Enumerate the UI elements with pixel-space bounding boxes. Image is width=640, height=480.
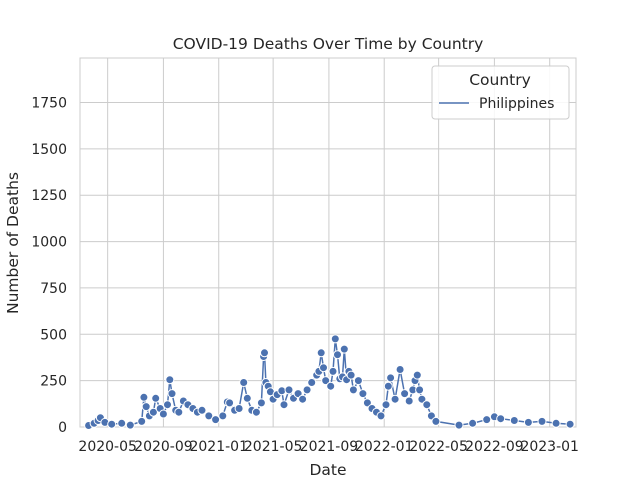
data-point xyxy=(348,385,358,395)
data-point xyxy=(251,407,261,417)
data-point xyxy=(158,409,168,419)
data-point xyxy=(218,411,228,421)
data-point xyxy=(302,385,312,395)
data-point xyxy=(139,392,149,402)
y-tick-label: 250 xyxy=(40,374,67,390)
data-point xyxy=(358,389,368,399)
legend-title: Country xyxy=(469,71,531,89)
data-point xyxy=(328,366,338,376)
data-point xyxy=(204,411,214,421)
data-point xyxy=(353,376,363,386)
data-point xyxy=(242,393,252,403)
data-point xyxy=(412,370,422,380)
data-point xyxy=(256,398,266,408)
y-tick-label: 1500 xyxy=(31,142,67,158)
data-point xyxy=(390,394,400,404)
data-point xyxy=(468,418,478,428)
data-point xyxy=(234,404,244,413)
data-point xyxy=(509,416,519,425)
x-axis-label: Date xyxy=(309,461,346,479)
data-point xyxy=(339,344,349,354)
data-point xyxy=(148,407,158,417)
data-point xyxy=(165,375,175,385)
data-point xyxy=(431,416,441,426)
data-point xyxy=(496,414,506,424)
x-tick-label: 2023-01 xyxy=(520,439,579,455)
data-point xyxy=(417,394,427,404)
data-point xyxy=(565,419,575,429)
x-tick-label: 2022-05 xyxy=(409,439,468,455)
y-axis-label: Number of Deaths xyxy=(4,172,22,314)
data-point xyxy=(319,363,328,373)
data-point xyxy=(307,378,317,387)
data-point xyxy=(316,348,326,358)
data-point xyxy=(225,398,235,408)
data-point xyxy=(381,400,391,410)
data-point xyxy=(326,381,336,391)
chart-title: COVID-19 Deaths Over Time by Country xyxy=(173,35,484,53)
data-point xyxy=(260,348,269,358)
y-tick-label: 1250 xyxy=(31,188,67,204)
y-axis-ticks: 0 250 500 750 1000 1250 1500 1750 xyxy=(31,96,67,436)
data-point xyxy=(163,400,172,410)
grid xyxy=(80,58,576,428)
data-point xyxy=(376,411,386,421)
y-tick-label: 1750 xyxy=(31,96,67,112)
y-tick-label: 1000 xyxy=(31,235,67,251)
data-point xyxy=(523,417,533,427)
x-tick-label: 2021-01 xyxy=(189,439,248,455)
y-tick-label: 500 xyxy=(40,327,67,343)
x-axis-ticks: 2020-052020-092021-012021-052021-092022-… xyxy=(78,439,579,455)
x-tick-label: 2020-09 xyxy=(134,439,193,455)
data-point xyxy=(395,365,405,374)
data-point xyxy=(330,334,340,344)
data-point xyxy=(174,407,184,417)
data-point xyxy=(141,402,151,412)
data-point xyxy=(107,419,117,429)
data-point xyxy=(211,415,221,425)
data-point xyxy=(422,400,432,410)
legend-box xyxy=(431,65,570,120)
data-point xyxy=(415,385,425,395)
series-group xyxy=(84,334,575,430)
y-tick-label: 750 xyxy=(40,281,67,297)
data-point xyxy=(117,418,127,428)
legend-label-philippines: Philippines xyxy=(479,96,554,112)
data-point xyxy=(239,378,249,387)
data-point xyxy=(125,420,135,430)
data-point xyxy=(537,416,547,426)
x-tick-label: 2021-05 xyxy=(244,439,303,455)
data-point xyxy=(151,393,161,403)
data-point xyxy=(197,405,207,415)
data-point xyxy=(284,385,294,395)
data-point xyxy=(404,396,414,406)
data-point xyxy=(386,373,396,383)
data-point xyxy=(482,415,492,425)
data-point xyxy=(400,389,410,399)
data-point xyxy=(298,394,308,404)
data-point xyxy=(346,370,356,380)
legend: Country Philippines xyxy=(431,65,570,120)
data-point xyxy=(333,350,342,360)
data-point xyxy=(167,389,177,399)
data-point xyxy=(551,418,561,428)
data-point xyxy=(321,376,331,386)
data-point xyxy=(279,400,289,410)
x-tick-label: 2022-01 xyxy=(355,439,414,455)
y-tick-label: 0 xyxy=(58,420,67,436)
x-tick-label: 2020-05 xyxy=(78,439,137,455)
data-point xyxy=(137,416,147,426)
x-tick-label: 2021-09 xyxy=(300,439,359,455)
x-tick-label: 2022-09 xyxy=(465,439,524,455)
data-point xyxy=(383,381,393,391)
data-point xyxy=(454,420,464,430)
